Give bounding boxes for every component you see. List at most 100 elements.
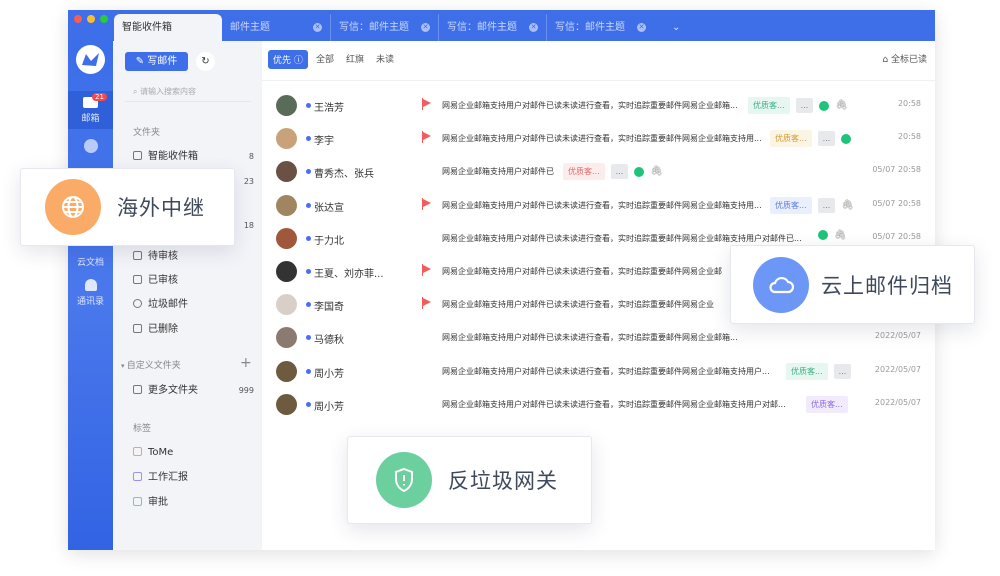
- search-icon: ⌕: [133, 87, 141, 96]
- label-tag[interactable]: 优质客...: [770, 130, 812, 148]
- flag-icon[interactable]: [423, 99, 431, 107]
- flag-pole: [422, 131, 423, 144]
- filter-all[interactable]: 全部: [316, 55, 335, 65]
- sender-name: 周小芳: [314, 368, 344, 380]
- label-tag[interactable]: 优质客...: [806, 395, 848, 413]
- unread-dot: [306, 335, 311, 341]
- email-row[interactable]: 王夏、刘亦菲... 网易企业邮箱支持用户对邮件已读未读进行查看，实时追踪重要邮件网…: [262, 255, 935, 288]
- filter-priority[interactable]: 优先 ⓘ: [268, 50, 308, 69]
- refresh-button[interactable]: ↻: [196, 52, 215, 71]
- folder-hidden[interactable]: 23: [233, 174, 254, 190]
- shield-icon: [376, 452, 432, 508]
- email-row[interactable]: 周小芳 网易企业邮箱支持用户对邮件已读未读进行查看，实时追踪重要邮件网易企业邮箱支…: [262, 355, 935, 388]
- folder-smart-inbox[interactable]: 智能收件箱 8: [133, 149, 254, 165]
- tab-mail-subject[interactable]: 邮件主题 ✕: [222, 14, 330, 41]
- tag-tome[interactable]: ToMe: [133, 445, 254, 461]
- label-tag[interactable]: 优质客...: [563, 163, 605, 181]
- email-subject: 网易企业邮箱支持用户对邮件已读未读进行查看，实时追踪重要邮件网易企业邮箱...: [442, 333, 738, 343]
- rail-contacts[interactable]: 通讯录: [68, 279, 113, 307]
- sender-name: 于力北: [314, 235, 344, 247]
- search-input[interactable]: ⌕ 请输入搜索内容: [125, 82, 251, 102]
- email-row[interactable]: 周小芳 网易企业邮箱支持用户对邮件已读未读进行查看，实时追踪重要邮件网易企业邮箱支…: [262, 388, 935, 421]
- rail-chat[interactable]: [68, 139, 113, 153]
- maximize-window-button[interactable]: [100, 15, 108, 23]
- more-tags-button[interactable]: ...: [817, 197, 836, 213]
- mark-all-read-button[interactable]: ⌂ 全标已读: [882, 52, 927, 65]
- trash-icon: [133, 324, 142, 333]
- close-tab-icon[interactable]: ✕: [421, 23, 430, 32]
- email-row[interactable]: 曹秀杰、张兵 网易企业邮箱支持用户对邮件已 优质客...... 🖇 05/07 20:5…: [262, 155, 935, 188]
- label-tag[interactable]: 优质客...: [748, 97, 790, 114]
- close-window-button[interactable]: [74, 15, 82, 23]
- more-tags-button[interactable]: ...: [795, 98, 814, 113]
- feature-card-antispam-gateway: 反垃圾网关: [347, 436, 592, 524]
- search-placeholder: 请输入搜索内容: [140, 87, 197, 96]
- email-subject: 网易企业邮箱支持用户对邮件已读未读进行查看，实时追踪重要邮件网易企业邮箱支持用.…: [442, 200, 762, 210]
- flag-icon[interactable]: [423, 198, 431, 207]
- email-row[interactable]: 张达宣 网易企业邮箱支持用户对邮件已读未读进行查看，实时追踪重要邮件网易企业邮箱支…: [262, 189, 935, 222]
- tag-label: 审批: [148, 497, 168, 508]
- tab-compose[interactable]: 写信：邮件主题 ✕: [546, 14, 654, 41]
- tag-approval[interactable]: 审批: [133, 495, 254, 511]
- folder-icon: [133, 385, 142, 394]
- chevron-down-icon[interactable]: ⌄: [672, 22, 681, 33]
- filter-unread[interactable]: 未读: [376, 55, 395, 65]
- feature-card-cloud-archive: 云上邮件归档: [730, 245, 975, 324]
- tab-smart-inbox[interactable]: 智能收件箱: [114, 14, 222, 41]
- email-subject: 网易企业邮箱支持用户对邮件已读未读进行查看，实时追踪重要邮件网易企业邮箱支持用户…: [442, 233, 802, 243]
- folder-hidden[interactable]: 18: [233, 218, 254, 234]
- rail-mail[interactable]: 21 邮箱: [68, 91, 113, 129]
- email-subject: 网易企业邮箱支持用户对邮件已读未读进行查看，实时追踪重要邮件网易企业邮箱支持用户…: [442, 399, 786, 409]
- folder-reviewed[interactable]: 已审核: [133, 273, 254, 289]
- email-row[interactable]: 李宇 网易企业邮箱支持用户对邮件已读未读进行查看，实时追踪重要邮件网易企业邮箱支持…: [262, 122, 935, 155]
- mail-icon: [83, 97, 98, 108]
- label-tag[interactable]: 优质客...: [786, 362, 828, 380]
- chat-icon: [83, 139, 98, 153]
- folder-pending-review[interactable]: 待审核: [133, 249, 254, 265]
- tab-label: 邮件主题: [230, 22, 270, 33]
- add-folder-button[interactable]: +: [240, 355, 252, 371]
- more-tags-button[interactable]: ...: [610, 164, 629, 180]
- tag-work-report[interactable]: 工作汇报: [133, 470, 254, 486]
- email-row[interactable]: 王浩芳 网易企业邮箱支持用户对邮件已读未读进行查看，实时追踪重要邮件网易企业邮箱.…: [262, 89, 935, 122]
- feature-label: 反垃圾网关: [448, 469, 558, 493]
- tab-label: 写信：邮件主题: [555, 22, 625, 33]
- unread-dot: [306, 136, 311, 142]
- close-tab-icon[interactable]: ✕: [313, 23, 322, 32]
- sender-name: 周小芳: [314, 401, 344, 413]
- close-tab-icon[interactable]: ✕: [529, 23, 538, 32]
- email-time: 2022/05/07: [874, 331, 921, 341]
- sender-name: 马德秋: [314, 335, 344, 347]
- email-subject: 网易企业邮箱支持用户对邮件已: [442, 167, 554, 177]
- flag-icon[interactable]: [423, 265, 431, 273]
- unread-dot: [306, 169, 311, 175]
- flag-icon[interactable]: [423, 298, 431, 307]
- minimize-window-button[interactable]: [87, 15, 95, 23]
- window-controls: [74, 15, 108, 23]
- compose-button[interactable]: ✎ 写邮件: [125, 52, 188, 71]
- folder-spam[interactable]: 垃圾邮件: [133, 297, 254, 313]
- folder-count: 999: [238, 386, 254, 395]
- tab-compose[interactable]: 写信：邮件主题 ✕: [438, 14, 546, 41]
- tags-heading: 标签: [133, 424, 152, 434]
- folder-deleted[interactable]: 已删除: [133, 322, 254, 338]
- email-row[interactable]: 马德秋 网易企业邮箱支持用户对邮件已读未读进行查看，实时追踪重要邮件网易企业邮箱.…: [262, 321, 935, 354]
- tab-compose[interactable]: 写信：邮件主题 ✕: [330, 14, 438, 41]
- rail-docs[interactable]: 云文档: [68, 255, 113, 268]
- email-row[interactable]: 于力北 网易企业邮箱支持用户对邮件已读未读进行查看，实时追踪重要邮件网易企业邮箱支…: [262, 222, 935, 255]
- avatar: [276, 360, 297, 382]
- label-tag[interactable]: 优质客...: [770, 196, 812, 214]
- more-tags-button[interactable]: ...: [817, 131, 836, 147]
- custom-folders-heading[interactable]: ▾ 自定义文件夹: [121, 358, 181, 371]
- close-tab-icon[interactable]: ✕: [637, 23, 646, 32]
- email-time: 2022/05/07: [874, 364, 921, 374]
- filter-flag[interactable]: 红旗: [346, 55, 365, 65]
- avatar: [276, 194, 297, 216]
- email-row[interactable]: 李国奇 网易企业邮箱支持用户对邮件已读未读进行查看，实时追踪重要邮件网易企业: [262, 288, 935, 321]
- folder-sidebar: ✎ 写邮件 ↻ ⌕ 请输入搜索内容 文件夹 智能收件箱 8 23 18 待审核 已…: [113, 41, 262, 550]
- more-tags-button[interactable]: ...: [833, 363, 852, 379]
- wechat-icon: [818, 230, 828, 241]
- folder-more[interactable]: 更多文件夹 999: [133, 383, 254, 399]
- flag-icon[interactable]: [423, 132, 431, 141]
- folder-count: 23: [243, 177, 254, 186]
